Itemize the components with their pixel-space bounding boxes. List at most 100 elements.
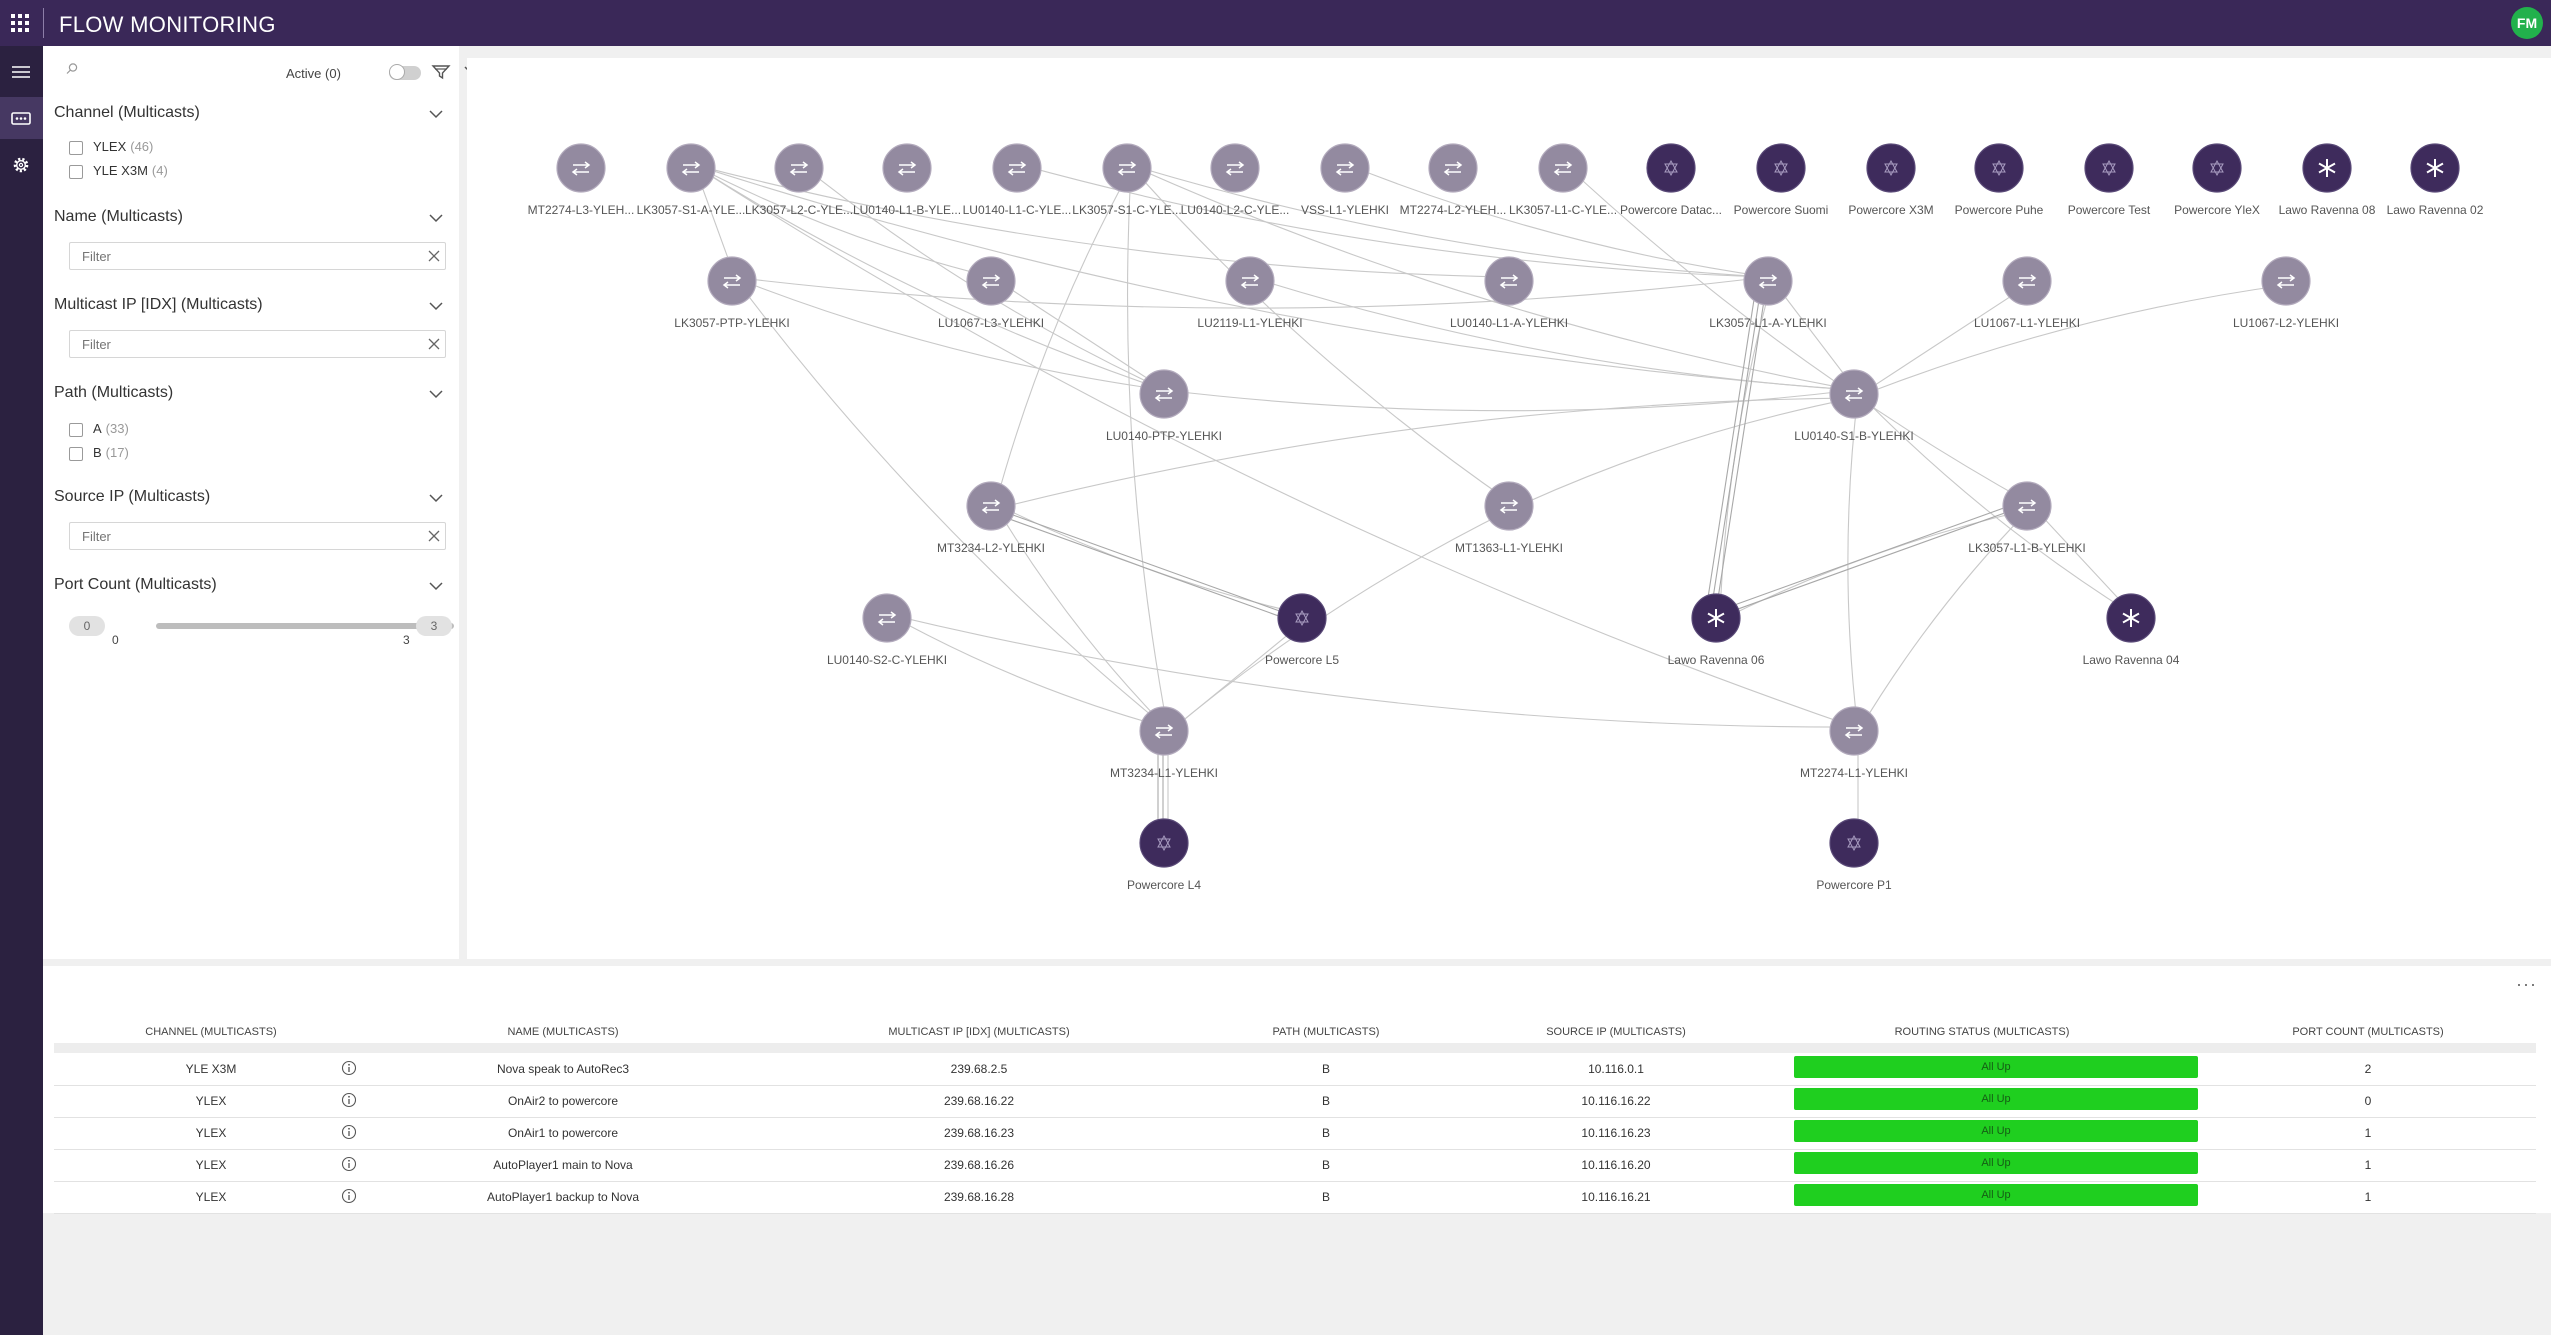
graph-node-switch[interactable]: LK3057-L2-C-YLE...: [745, 143, 853, 217]
graph-node-switch[interactable]: LK3057-PTP-YLEHKI: [674, 256, 790, 330]
info-icon[interactable]: [341, 1156, 357, 1172]
graph-node-switch[interactable]: LU0140-L1-B-YLE...: [853, 143, 961, 217]
column-header-path[interactable]: PATH (MULTICASTS): [1272, 1026, 1380, 1038]
chevron-down-icon[interactable]: [428, 212, 444, 224]
node-circle[interactable]: [1139, 818, 1189, 868]
node-circle[interactable]: [1866, 143, 1916, 193]
chevron-down-icon[interactable]: [428, 300, 444, 312]
graph-node-switch[interactable]: LU1067-L2-YLEHKI: [2233, 256, 2339, 330]
menu-button[interactable]: [0, 51, 43, 93]
graph-node-powercore[interactable]: Powercore X3M: [1848, 143, 1934, 217]
graph-node-switch[interactable]: MT1363-L1-YLEHKI: [1455, 481, 1563, 555]
info-icon[interactable]: [341, 1092, 357, 1108]
path-option[interactable]: A (33): [69, 421, 129, 439]
graph-node-switch[interactable]: MT2274-L1-YLEHKI: [1800, 706, 1908, 780]
chevron-down-icon[interactable]: [428, 492, 444, 504]
table-row[interactable]: YLEX AutoPlayer1 backup to Nova 239.68.16.…: [54, 1181, 2536, 1214]
node-circle[interactable]: [1225, 256, 1275, 306]
graph-node-lawo[interactable]: Lawo Ravenna 08: [2279, 143, 2376, 217]
node-circle[interactable]: [1210, 143, 1260, 193]
graph-node-switch[interactable]: LK3057-L1-A-YLEHKI: [1709, 256, 1827, 330]
source-ip-section-title[interactable]: Source IP (Multicasts): [54, 488, 211, 505]
app-launcher-icon[interactable]: [11, 14, 29, 32]
column-header-multicast-ip[interactable]: MULTICAST IP [IDX] (MULTICASTS): [888, 1026, 1070, 1038]
node-circle[interactable]: [1139, 369, 1189, 419]
node-circle[interactable]: [1484, 256, 1534, 306]
node-circle[interactable]: [1320, 143, 1370, 193]
range-min-handle[interactable]: 0: [69, 616, 105, 636]
node-circle[interactable]: [2192, 143, 2242, 193]
graph-node-switch[interactable]: MT2274-L2-YLEH...: [1400, 143, 1507, 217]
chevron-down-icon[interactable]: [428, 388, 444, 400]
graph-node-lawo[interactable]: Lawo Ravenna 04: [2083, 593, 2180, 667]
graph-node-switch[interactable]: MT3234-L2-YLEHKI: [937, 481, 1045, 555]
port-count-section-title[interactable]: Port Count (Multicasts): [54, 576, 217, 593]
graph-node-switch[interactable]: LK3057-L1-C-YLE...: [1509, 143, 1617, 217]
node-circle[interactable]: [1829, 818, 1879, 868]
multicast-ip-filter-input[interactable]: [69, 330, 446, 358]
node-circle[interactable]: [1646, 143, 1696, 193]
graph-node-switch[interactable]: VSS-L1-YLEHKI: [1301, 143, 1389, 217]
channel-option[interactable]: YLEX (46): [69, 139, 153, 157]
node-circle[interactable]: [556, 143, 606, 193]
node-circle[interactable]: [707, 256, 757, 306]
node-circle[interactable]: [882, 143, 932, 193]
topology-graph[interactable]: MT2274-L3-YLEH... LK3057-S1-A-YLE... LK3…: [467, 58, 2551, 959]
node-circle[interactable]: [1756, 143, 1806, 193]
name-section-title[interactable]: Name (Multicasts): [54, 208, 183, 225]
close-icon[interactable]: [428, 530, 440, 542]
channel-section-title[interactable]: Channel (Multicasts): [54, 104, 200, 121]
checkbox[interactable]: [69, 446, 83, 461]
info-icon[interactable]: [341, 1060, 357, 1076]
chevron-down-icon[interactable]: [428, 580, 444, 592]
node-circle[interactable]: [1139, 706, 1189, 756]
graph-node-switch[interactable]: LU2119-L1-YLEHKI: [1197, 256, 1303, 330]
node-circle[interactable]: [966, 256, 1016, 306]
column-header-port-count[interactable]: PORT COUNT (MULTICASTS): [2292, 1026, 2444, 1038]
graph-node-switch[interactable]: LK3057-S1-C-YLE...: [1072, 143, 1182, 217]
graph-node-powercore[interactable]: Powercore Test: [2068, 143, 2151, 217]
multicast-ip-section-title[interactable]: Multicast IP [IDX] (Multicasts): [54, 296, 263, 313]
path-section-title[interactable]: Path (Multicasts): [54, 384, 174, 401]
column-header-name[interactable]: NAME (MULTICASTS): [507, 1026, 619, 1038]
close-icon[interactable]: [428, 250, 440, 262]
graph-node-powercore[interactable]: Powercore L4: [1127, 818, 1201, 892]
graph-node-switch[interactable]: LU0140-L1-A-YLEHKI: [1450, 256, 1568, 330]
graph-node-switch[interactable]: LK3057-L1-B-YLEHKI: [1968, 481, 2086, 555]
node-circle[interactable]: [1974, 143, 2024, 193]
node-circle[interactable]: [1829, 369, 1879, 419]
table-row[interactable]: YLEX AutoPlayer1 main to Nova 239.68.16.26…: [54, 1149, 2536, 1182]
column-header-source-ip[interactable]: SOURCE IP (MULTICASTS): [1546, 1026, 1686, 1038]
info-icon[interactable]: [341, 1188, 357, 1204]
graph-node-powercore[interactable]: Powercore P1: [1816, 818, 1892, 892]
node-circle[interactable]: [2002, 481, 2052, 531]
user-avatar[interactable]: FM: [2511, 7, 2543, 39]
node-circle[interactable]: [774, 143, 824, 193]
node-circle[interactable]: [966, 481, 1016, 531]
graph-node-switch[interactable]: LU0140-S1-B-YLEHKI: [1794, 369, 1914, 443]
search-icon[interactable]: [65, 62, 79, 76]
graph-node-lawo[interactable]: Lawo Ravenna 02: [2387, 143, 2484, 217]
node-circle[interactable]: [1102, 143, 1152, 193]
node-circle[interactable]: [2084, 143, 2134, 193]
channel-option[interactable]: YLE X3M (4): [69, 163, 168, 181]
graph-node-powercore[interactable]: Powercore Datac...: [1620, 143, 1722, 217]
node-circle[interactable]: [992, 143, 1042, 193]
graph-node-switch[interactable]: LK3057-S1-A-YLE...: [637, 143, 746, 217]
node-circle[interactable]: [1277, 593, 1327, 643]
name-filter-input[interactable]: [69, 242, 446, 270]
node-circle[interactable]: [2002, 256, 2052, 306]
graph-node-powercore[interactable]: Powercore L5: [1265, 593, 1339, 667]
close-icon[interactable]: [428, 338, 440, 350]
more-options-icon[interactable]: ···: [2516, 974, 2537, 994]
source-ip-filter-input[interactable]: [69, 522, 446, 550]
node-circle[interactable]: [666, 143, 716, 193]
node-circle[interactable]: [2261, 256, 2311, 306]
graph-node-switch[interactable]: LU0140-S2-C-YLEHKI: [827, 593, 947, 667]
path-option[interactable]: B (17): [69, 445, 129, 463]
node-circle[interactable]: [1829, 706, 1879, 756]
table-row[interactable]: YLE X3M Nova speak to AutoRec3 239.68.2.5 B…: [54, 1053, 2536, 1086]
graph-node-switch[interactable]: LU1067-L1-YLEHKI: [1974, 256, 2080, 330]
port-count-slider[interactable]: [156, 623, 454, 629]
info-icon[interactable]: [341, 1124, 357, 1140]
